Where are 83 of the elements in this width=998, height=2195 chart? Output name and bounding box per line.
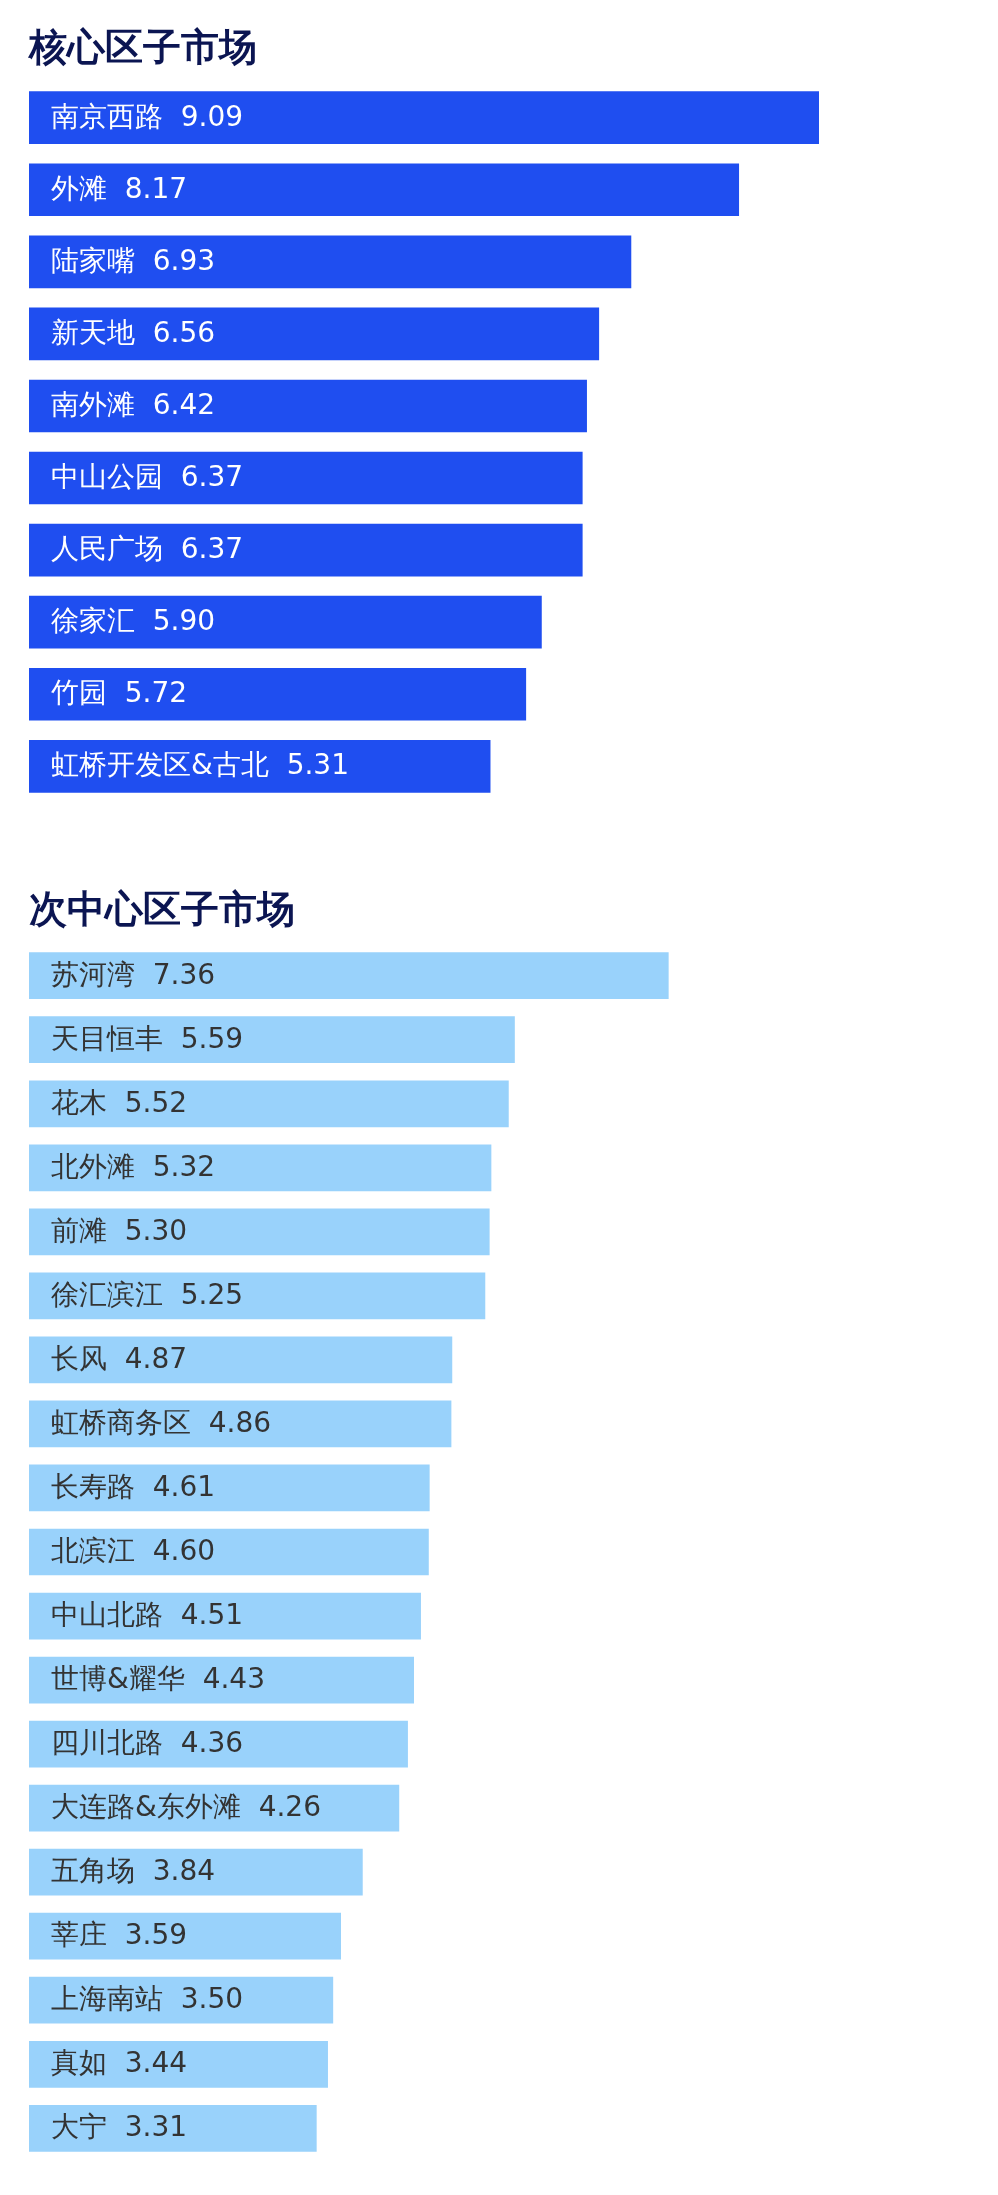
chart-title: 次中心区子市场 xyxy=(29,887,295,931)
bar xyxy=(29,1016,515,1064)
bar xyxy=(29,2104,317,2152)
y-tick-label: 南京西路 xyxy=(51,99,163,133)
y-tick-label: 世博&耀华 xyxy=(51,1662,185,1696)
bar xyxy=(29,1272,486,1320)
data-label: 9.09 xyxy=(180,99,244,133)
y-tick-label: 长风 xyxy=(51,1341,107,1375)
data-label: 5.90 xyxy=(152,604,216,638)
bar xyxy=(29,307,600,361)
bar xyxy=(29,667,527,721)
y-tick-label: 天目恒丰 xyxy=(51,1021,163,1055)
y-tick-label: 上海南站 xyxy=(51,1982,163,2016)
y-tick-label: 人民广场 xyxy=(51,532,163,566)
bar xyxy=(29,235,632,289)
y-tick-label: 南外滩 xyxy=(51,387,135,421)
data-label: 7.36 xyxy=(152,957,216,991)
bar xyxy=(29,1912,341,1960)
bar xyxy=(29,91,819,144)
data-label: 6.37 xyxy=(180,460,244,494)
data-label: 4.43 xyxy=(202,1662,265,1696)
bar xyxy=(29,1528,429,1576)
y-tick-label: 虹桥开发区&古北 xyxy=(51,748,269,782)
data-label: 5.72 xyxy=(124,676,188,710)
y-tick-label: 新天地 xyxy=(51,315,135,349)
bar xyxy=(29,379,587,433)
y-tick-label: 中山北路 xyxy=(51,1598,163,1632)
data-label: 5.32 xyxy=(152,1149,216,1183)
data-label: 4.87 xyxy=(124,1341,188,1375)
data-label: 3.59 xyxy=(124,1918,188,1952)
y-tick-label: 北滨江 xyxy=(51,1534,135,1567)
bar xyxy=(29,523,583,577)
y-tick-label: 莘庄 xyxy=(51,1918,107,1952)
y-tick-label: 徐汇滨江 xyxy=(51,1277,163,1311)
data-label: 5.59 xyxy=(180,1021,244,1055)
data-label: 4.60 xyxy=(152,1534,216,1567)
y-tick-label: 北外滩 xyxy=(51,1149,135,1183)
data-label: 3.50 xyxy=(180,1982,244,2016)
data-label: 6.37 xyxy=(180,532,244,566)
data-label: 6.93 xyxy=(152,243,216,277)
bar xyxy=(29,595,542,649)
y-tick-label: 苏河湾 xyxy=(51,957,135,991)
y-tick-label: 大宁 xyxy=(51,2110,107,2144)
y-tick-label: 四川北路 xyxy=(51,1726,163,1760)
data-label: 5.30 xyxy=(124,1213,188,1247)
y-tick-label: 陆家嘴 xyxy=(51,243,135,277)
bar xyxy=(29,1592,421,1640)
y-tick-label: 长寿路 xyxy=(51,1469,135,1503)
data-label: 4.51 xyxy=(180,1598,244,1632)
bar xyxy=(29,1848,363,1896)
y-tick-label: 竹园 xyxy=(51,676,107,710)
y-tick-label: 真如 xyxy=(51,2046,107,2080)
bar xyxy=(29,1080,509,1128)
bar xyxy=(29,2040,328,2088)
data-label: 6.42 xyxy=(152,387,216,421)
y-tick-label: 虹桥商务区 xyxy=(51,1405,191,1439)
data-label: 5.31 xyxy=(286,748,349,782)
data-label: 4.86 xyxy=(208,1405,272,1439)
data-label: 3.44 xyxy=(124,2046,188,2080)
data-label: 4.36 xyxy=(180,1726,244,1760)
data-label: 8.17 xyxy=(124,171,188,205)
bar xyxy=(29,163,740,217)
y-tick-label: 大连路&东外滩 xyxy=(51,1790,241,1824)
bar xyxy=(29,1144,492,1192)
y-tick-label: 前滩 xyxy=(51,1213,107,1247)
data-label: 5.25 xyxy=(180,1277,244,1311)
y-tick-label: 五角场 xyxy=(51,1854,135,1888)
data-label: 3.84 xyxy=(152,1854,216,1888)
bar xyxy=(29,1336,453,1384)
bar xyxy=(29,451,583,505)
chart-title: 核心区子市场 xyxy=(27,25,257,69)
y-tick-label: 中山公园 xyxy=(51,460,163,494)
data-label: 4.61 xyxy=(152,1469,216,1503)
y-tick-label: 外滩 xyxy=(51,171,107,205)
data-label: 3.31 xyxy=(124,2110,188,2144)
y-tick-label: 徐家汇 xyxy=(51,604,135,638)
y-tick-label: 花木 xyxy=(51,1085,107,1119)
data-label: 4.26 xyxy=(258,1790,321,1824)
data-label: 5.52 xyxy=(124,1085,188,1119)
bar xyxy=(29,952,669,1000)
bar xyxy=(29,1208,490,1256)
bar xyxy=(29,1464,430,1512)
data-label: 6.56 xyxy=(152,315,216,349)
